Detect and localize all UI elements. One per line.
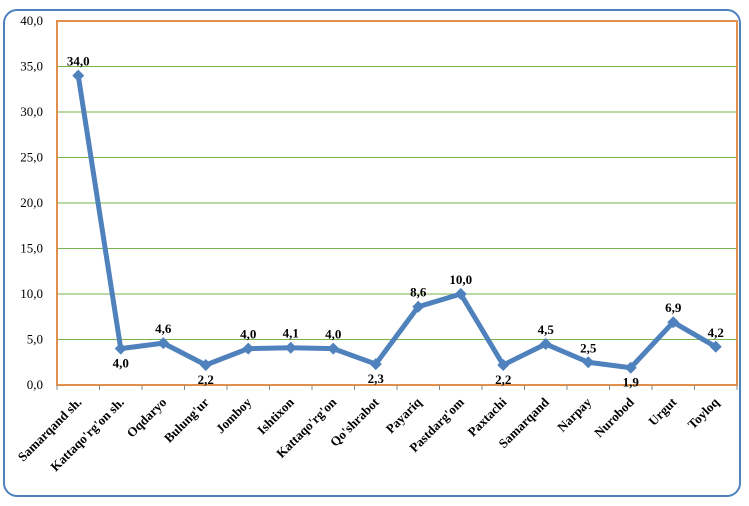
y-tick-label: 0,0 (27, 377, 43, 392)
data-label: 34,0 (67, 54, 90, 69)
data-label: 4,6 (155, 321, 172, 336)
data-label: 2,2 (495, 372, 511, 387)
data-label: 4,0 (325, 327, 341, 342)
y-tick-label: 35,0 (20, 59, 43, 74)
data-label: 4,0 (113, 356, 129, 371)
y-tick-label: 25,0 (20, 150, 43, 165)
x-tick-label: Payariq (383, 394, 425, 436)
data-point-marker (242, 342, 255, 355)
x-tick-label: Bulung'ur (161, 394, 212, 445)
data-label: 4,5 (538, 322, 555, 337)
data-label: 2,5 (580, 340, 597, 355)
data-point-marker (539, 338, 552, 351)
x-tick-label: Nurobod (591, 394, 637, 440)
data-point-marker (667, 316, 680, 329)
x-tick-label: Jomboy (213, 394, 255, 436)
data-label: 4,2 (708, 325, 724, 340)
data-label: 6,9 (665, 300, 682, 315)
x-tick-label: Ishtixon (254, 394, 297, 437)
data-point-marker (454, 288, 467, 300)
y-tick-label: 10,0 (20, 286, 43, 301)
data-point-marker (284, 341, 297, 354)
data-label: 1,9 (623, 375, 640, 390)
data-label: 4,0 (240, 327, 256, 342)
y-tick-label: 40,0 (20, 13, 43, 28)
y-tick-label: 30,0 (20, 104, 43, 119)
x-tick-label: Kattaqo'rg'on sh. (47, 395, 127, 475)
data-point-marker (199, 358, 212, 371)
data-point-marker (497, 358, 510, 371)
data-point-marker (327, 342, 340, 355)
data-point-marker (582, 356, 595, 369)
data-point-marker (709, 340, 722, 353)
data-point-marker (624, 361, 637, 374)
y-tick-label: 15,0 (20, 241, 43, 256)
data-point-marker (114, 342, 127, 355)
data-point-marker (412, 300, 425, 313)
data-label: 2,3 (368, 371, 385, 386)
data-point-marker (157, 337, 170, 350)
y-tick-label: 20,0 (20, 195, 43, 210)
data-point-marker (72, 69, 85, 82)
data-label: 10,0 (449, 272, 472, 287)
data-label: 4,1 (283, 326, 299, 341)
data-point-marker (369, 358, 382, 371)
x-tick-label: Toyloq (685, 394, 723, 432)
data-label: 8,6 (410, 285, 427, 300)
x-tick-label: Narpay (554, 394, 595, 435)
x-tick-label: Urgut (645, 394, 680, 429)
series-line (75, 73, 719, 371)
y-tick-label: 5,0 (27, 332, 43, 347)
chart-frame (3, 9, 741, 497)
data-label: 2,2 (198, 372, 214, 387)
